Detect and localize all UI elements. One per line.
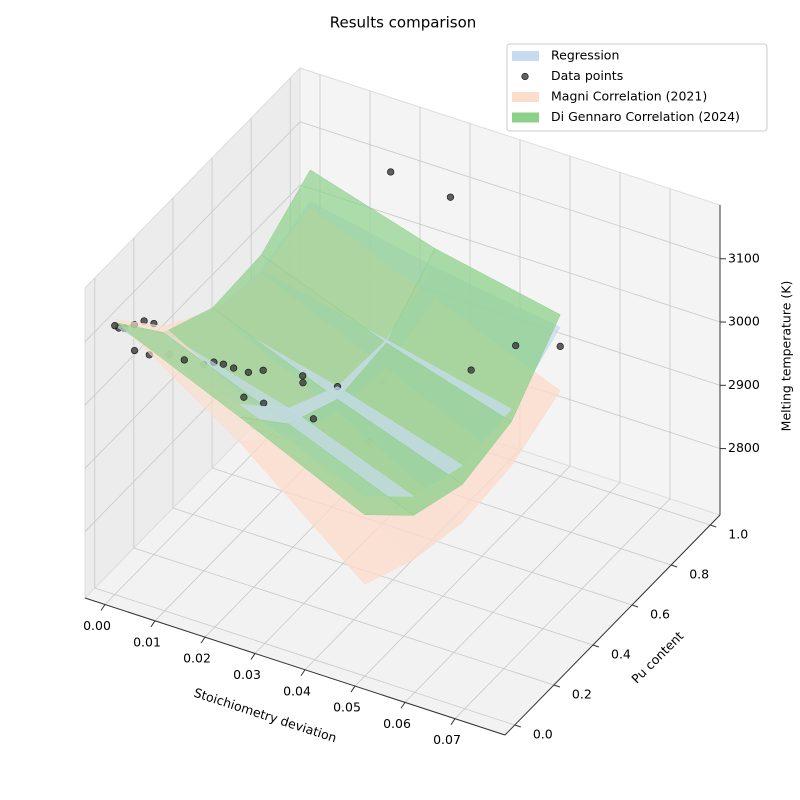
plot-area	[111, 168, 564, 585]
surface-patch	[238, 416, 415, 516]
z-axis-label: Melting temperature (K)	[779, 281, 794, 432]
z-tick-label: 2900	[728, 377, 760, 392]
y-tick-label: 0.4	[611, 647, 631, 662]
x-tick-label: 0.02	[183, 651, 211, 666]
grid-line	[454, 498, 671, 719]
z-tick-label: 2800	[728, 440, 760, 455]
data-point	[111, 322, 119, 330]
grid-line	[84, 184, 301, 406]
legend-swatch	[512, 51, 539, 61]
legend-label: Magni Correlation (2021)	[551, 89, 707, 104]
x-tick-label: 0.05	[333, 700, 361, 715]
x-tick-label: 0.00	[83, 618, 111, 633]
data-point	[299, 372, 307, 380]
tick-mark	[450, 718, 456, 725]
y-tick-label: 1.0	[728, 527, 748, 542]
z-tick-label: 3100	[728, 250, 760, 265]
data-point	[180, 356, 188, 364]
x-axis-label: Stoichiometry deviation	[192, 685, 339, 745]
legend-label: Regression	[551, 48, 619, 63]
tick-mark	[710, 524, 717, 528]
tick-mark	[100, 604, 106, 611]
z-tick-label: 3000	[728, 314, 760, 329]
tick-mark	[150, 620, 156, 628]
y-axis-line	[504, 514, 721, 736]
y-tick-label: 0.8	[689, 567, 709, 582]
tick-mark	[400, 702, 406, 709]
x-axis-line	[84, 597, 506, 736]
grid-line	[172, 507, 594, 646]
legend-swatch	[512, 112, 539, 123]
data-point	[259, 366, 267, 374]
legend-box	[506, 43, 768, 132]
grid-line	[354, 465, 571, 687]
tick-mark	[350, 685, 356, 693]
chart-title: Results comparison	[330, 14, 477, 32]
data-point	[446, 193, 455, 201]
tick-mark	[553, 684, 561, 688]
data-point	[219, 360, 228, 368]
data-point	[240, 393, 248, 401]
legend-label: Di Gennaro Correlation (2024)	[551, 109, 740, 124]
ticks: 0.00 0.01 0.02 0.03 0.04 0.05 0.06 0.07 0.0 0.2 0.…	[83, 205, 760, 747]
grid-line	[299, 121, 721, 260]
legend: Regression Data points Magni Correlation (…	[506, 43, 768, 132]
x-tick-label: 0.01	[133, 634, 161, 649]
tick-mark	[250, 653, 256, 660]
tick-mark	[592, 644, 600, 648]
data-point	[230, 364, 238, 372]
legend-marker	[521, 72, 529, 81]
grid-line	[94, 587, 515, 726]
data-point	[512, 341, 520, 350]
x-tick-label: 0.07	[433, 732, 461, 747]
tick-mark	[200, 636, 206, 644]
tick-mark	[670, 564, 678, 568]
data-point	[130, 346, 139, 355]
grid-line	[84, 121, 301, 343]
legend-swatch	[512, 92, 539, 102]
grid-line	[404, 482, 621, 703]
data-point	[309, 415, 318, 423]
tick-mark	[631, 604, 639, 608]
x-tick-label: 0.04	[283, 683, 311, 698]
data-point	[467, 366, 475, 374]
tick-mark	[514, 724, 521, 728]
y-tick-label: 0.6	[650, 607, 670, 622]
tick-mark	[300, 669, 306, 677]
data-point	[299, 379, 307, 387]
y-tick-label: 0.2	[572, 687, 592, 702]
y-tick-label: 0.0	[533, 727, 553, 742]
data-point	[387, 168, 395, 176]
x-tick-label: 0.03	[233, 667, 261, 682]
y-axis-label: Pu content	[628, 628, 686, 686]
data-point	[244, 368, 253, 376]
grid-line	[133, 547, 554, 686]
x-tick-label: 0.06	[383, 716, 411, 731]
legend-label: Data points	[551, 68, 623, 83]
data-point	[556, 342, 564, 350]
data-point	[260, 399, 268, 407]
